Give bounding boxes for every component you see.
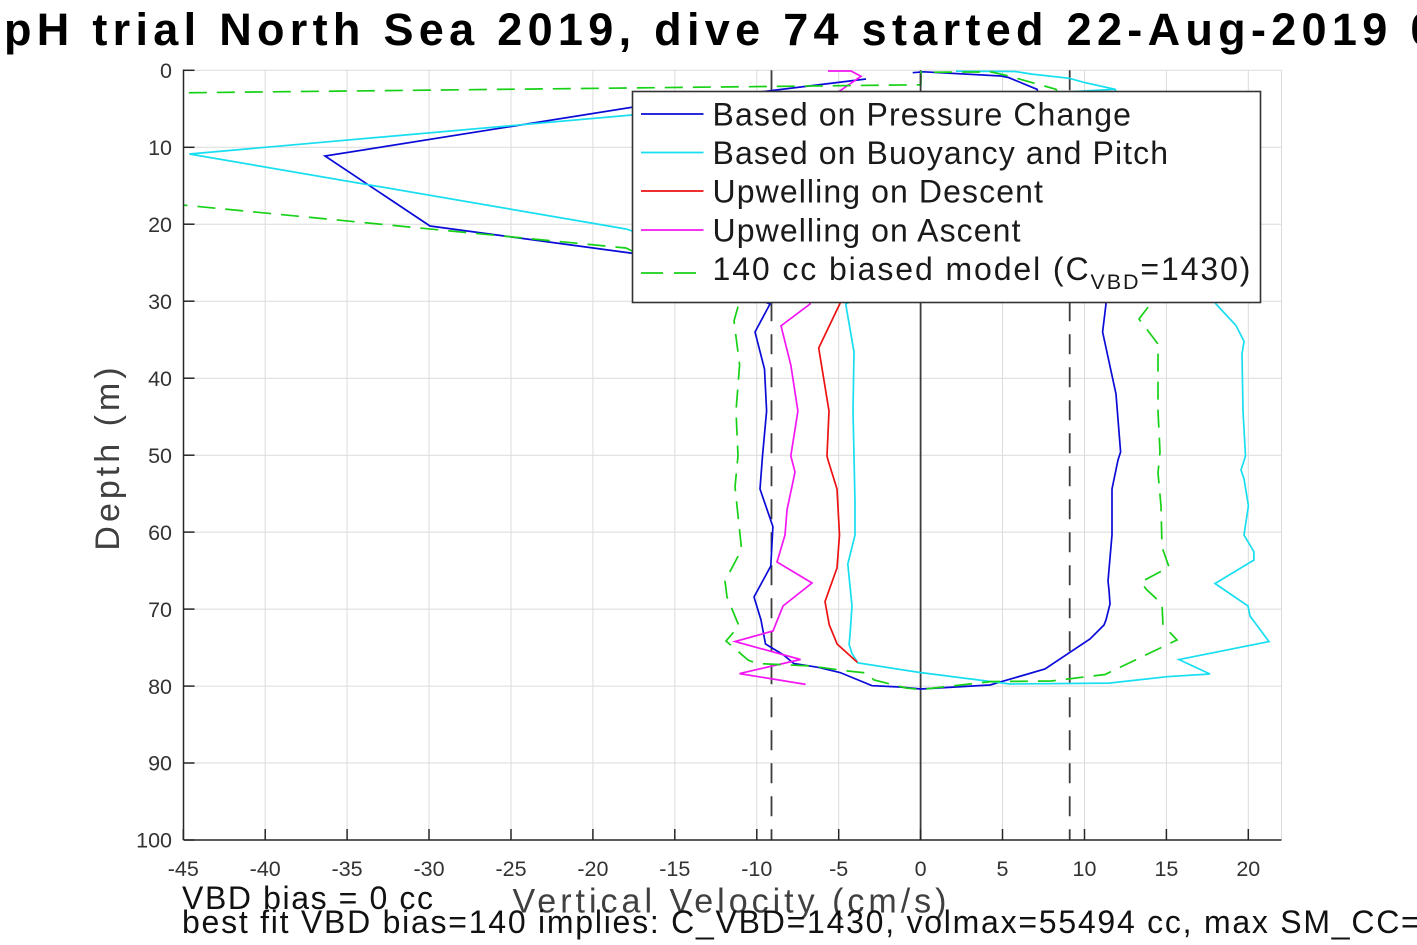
svg-text:-15: -15 (659, 857, 690, 881)
svg-text:0: 0 (160, 59, 172, 83)
svg-text:80: 80 (148, 675, 172, 699)
svg-text:50: 50 (148, 444, 172, 468)
svg-text:20: 20 (148, 213, 172, 237)
svg-text:Based on Pressure Change: Based on Pressure Change (713, 97, 1133, 133)
svg-text:-30: -30 (413, 857, 444, 881)
svg-text:15: 15 (1154, 857, 1178, 881)
svg-text:-5: -5 (829, 857, 848, 881)
svg-text:-25: -25 (495, 857, 526, 881)
svg-text:100: 100 (136, 829, 172, 853)
svg-text:VBD bias = 0 cc: VBD bias = 0 cc (182, 880, 435, 916)
svg-text:60: 60 (148, 521, 172, 545)
svg-text:Based on Buoyancy and Pitch: Based on Buoyancy and Pitch (713, 135, 1170, 171)
svg-text:-40: -40 (250, 857, 281, 881)
svg-text:best fit VBD bias=140 implies:: best fit VBD bias=140 implies: C_VBD=143… (182, 904, 1417, 940)
svg-text:Depth (m): Depth (m) (89, 363, 127, 550)
svg-text:Vertical Velocity (cm/s): Vertical Velocity (cm/s) (513, 883, 951, 921)
svg-text:Upwelling on Descent: Upwelling on Descent (713, 174, 1045, 210)
svg-text:Upwelling on Ascent: Upwelling on Ascent (713, 213, 1022, 249)
svg-text:20: 20 (1236, 857, 1260, 881)
svg-text:10: 10 (148, 136, 172, 160)
svg-text:-20: -20 (577, 857, 608, 881)
svg-text:-45: -45 (168, 857, 199, 881)
svg-text:30: 30 (148, 290, 172, 314)
svg-text:0: 0 (915, 857, 927, 881)
svg-text:40: 40 (148, 367, 172, 391)
svg-text:70: 70 (148, 598, 172, 622)
svg-text:pH trial North Sea 2019, dive: pH trial North Sea 2019, dive 74 started… (4, 4, 1417, 55)
svg-text:90: 90 (148, 752, 172, 776)
svg-text:5: 5 (997, 857, 1009, 881)
svg-text:140 cc biased model (CVBD=1430: 140 cc biased model (CVBD=1430) (713, 251, 1253, 294)
svg-text:-10: -10 (741, 857, 772, 881)
svg-text:-35: -35 (332, 857, 363, 881)
svg-text:10: 10 (1073, 857, 1097, 881)
